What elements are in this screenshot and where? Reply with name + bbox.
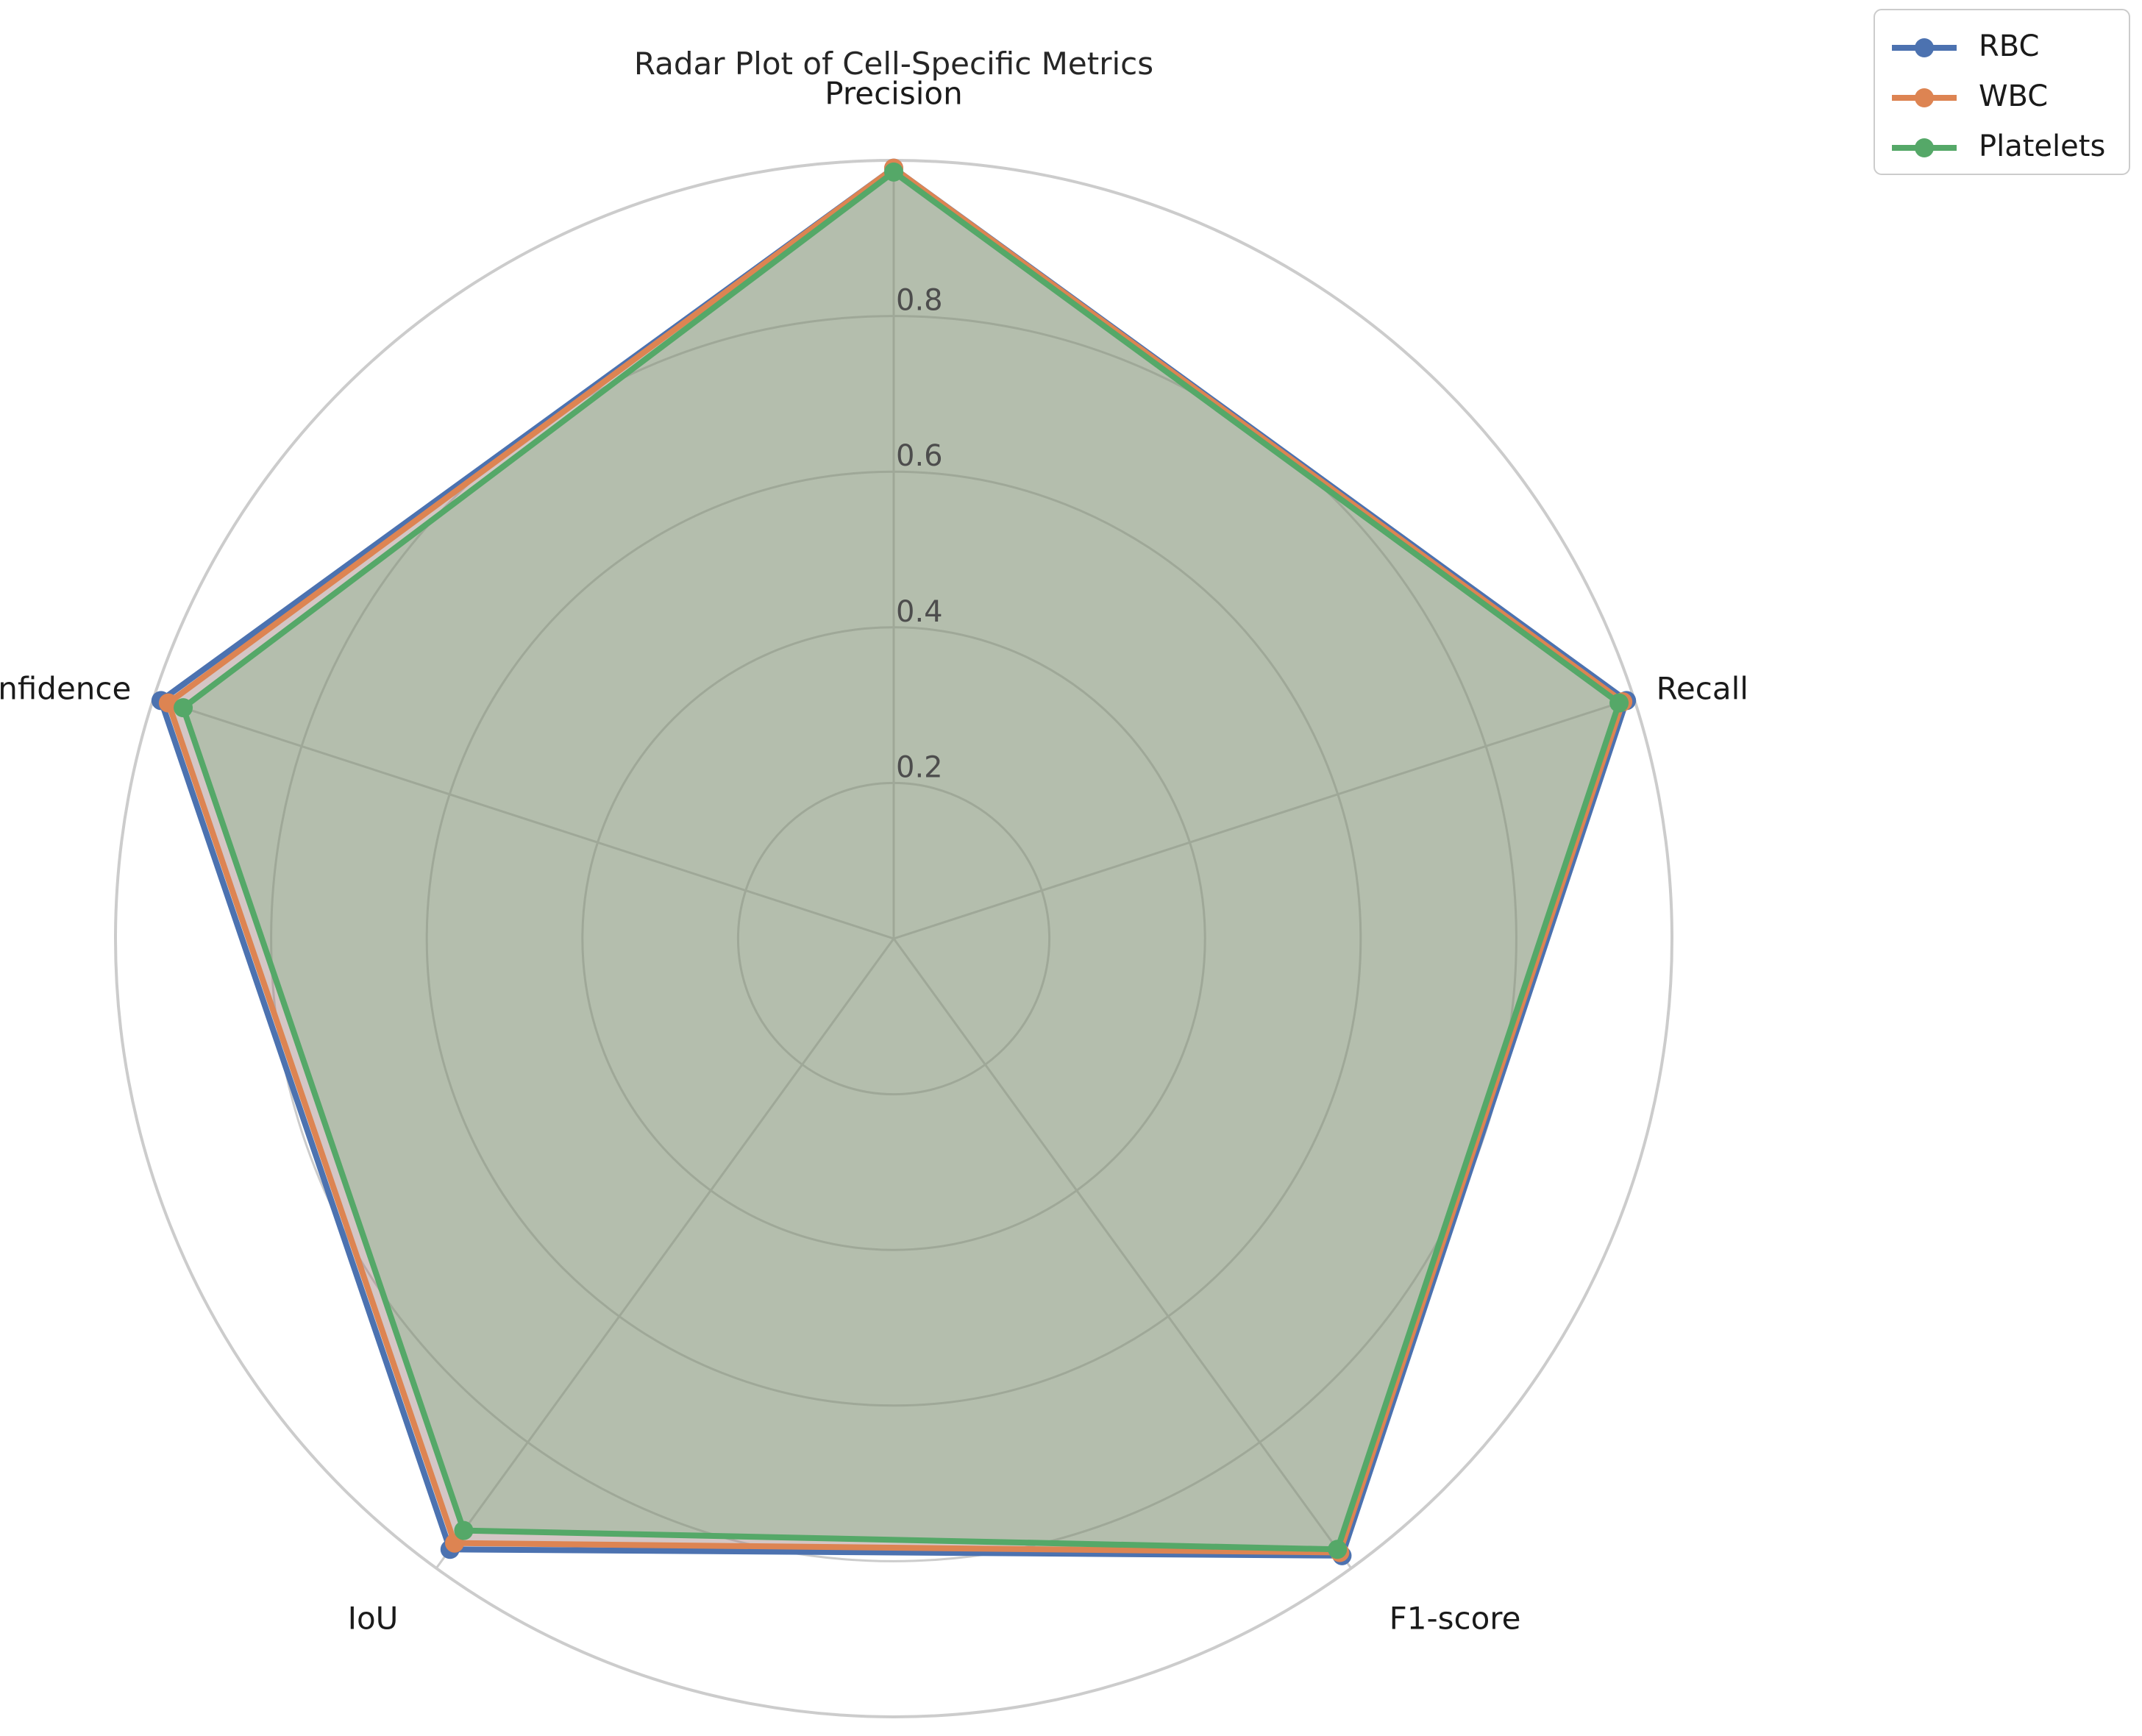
radial-ticks: 0.2 0.4 0.6 0.8 [896,284,943,785]
point-platelets-precision [884,162,903,182]
legend-marker-wbc [1915,88,1934,107]
series-line-platelets [180,168,1623,1553]
spoke-recall [893,697,1634,940]
spoke-confidence [153,697,894,940]
axis-label-recall: Recall [1657,671,1748,707]
axis-label-iou: IoU [348,1601,399,1637]
legend-label-rbc: RBC [1979,29,2039,63]
legend-marker-platelets [1915,138,1934,157]
series-fill-platelets [183,171,1620,1550]
legend-label-wbc: WBC [1979,79,2048,113]
point-platelets-f1-score [1328,1540,1348,1559]
spoke-iou [435,938,895,1569]
radar-series [151,158,1637,1565]
rtick-0.4: 0.4 [896,595,943,629]
legend-label-platelets: Platelets [1979,129,2105,163]
series-fill-wbc [168,168,1623,1553]
series-line-wbc [165,165,1626,1556]
axis-label-precision: Precision [825,76,962,112]
point-platelets-recall [1609,693,1629,713]
rtick-0.2: 0.2 [896,750,943,784]
radar-grid [114,159,1673,1718]
axis-label-confidence: Confidence [0,671,131,707]
legend: RBC WBC Platelets [1874,9,2130,175]
point-platelets-iou [454,1520,474,1540]
axis-labels: Precision Recall F1-score IoU Confidence [0,76,1748,1637]
chart-title: Radar Plot of Cell-Specific Metrics [634,46,1153,82]
rtick-0.6: 0.6 [896,439,943,473]
point-wbc-confidence [158,693,178,713]
legend-marker-rbc [1915,38,1934,57]
series-fill-rbc [160,168,1627,1556]
rtick-0.8: 0.8 [896,284,943,318]
axis-label-f1-score: F1-score [1390,1601,1521,1637]
point-platelets-confidence [174,698,193,718]
spoke-f1-score [892,938,1353,1569]
